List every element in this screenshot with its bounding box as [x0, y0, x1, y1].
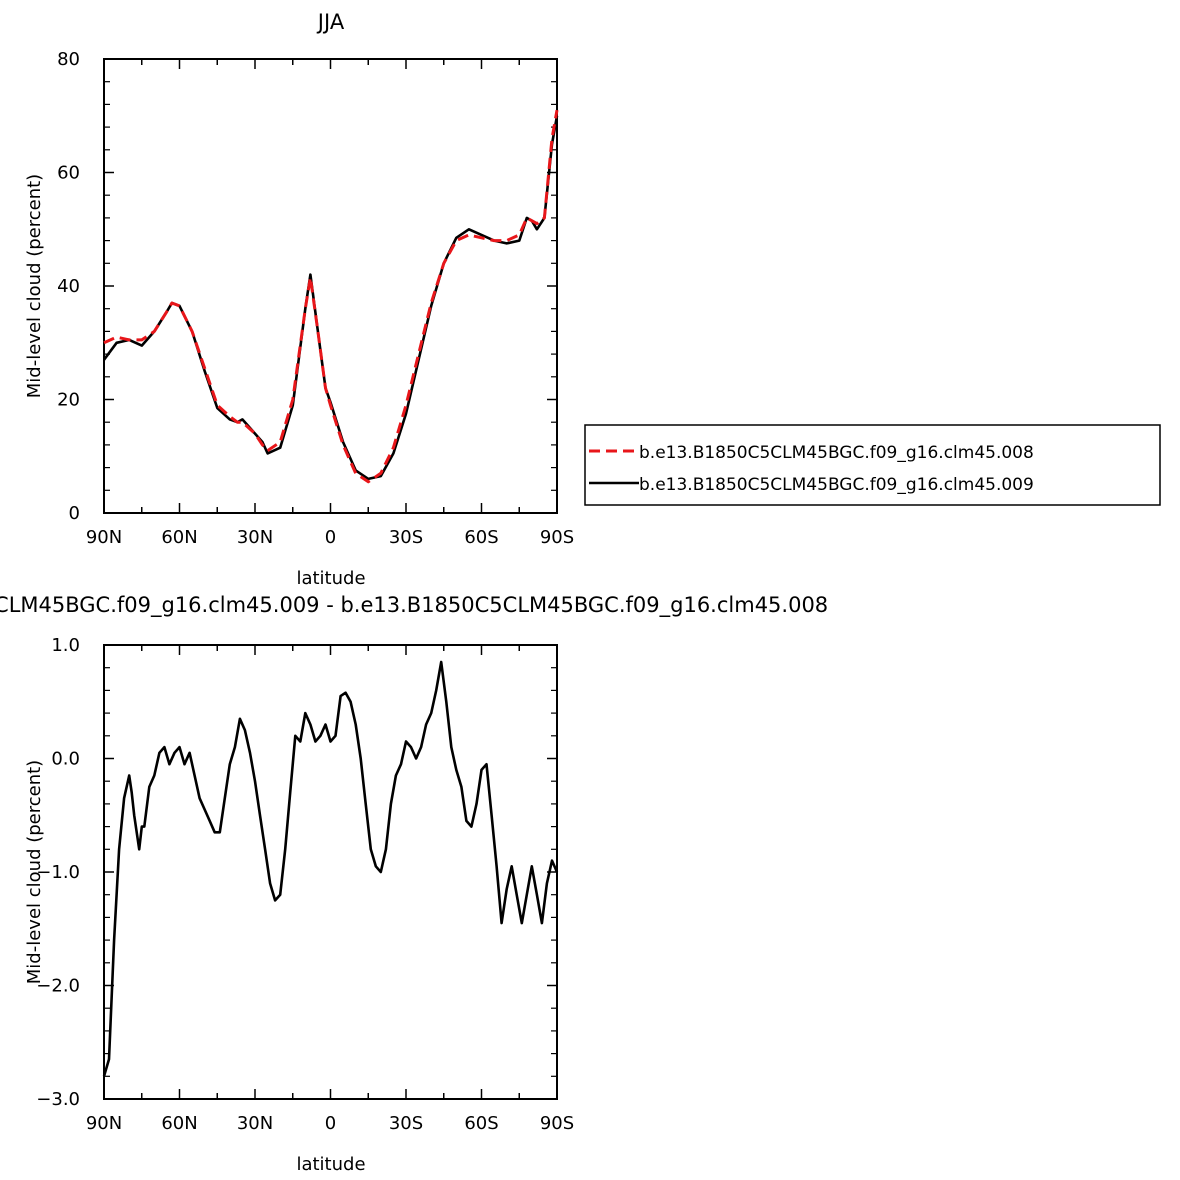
- x-tick-label: 90N: [86, 1113, 122, 1134]
- x-tick-label: 90S: [540, 527, 574, 548]
- x-tick-label: 30N: [237, 527, 273, 548]
- bottom-x-axis-label: latitude: [296, 1154, 365, 1175]
- y-tick-label: 1.0: [51, 635, 80, 656]
- x-tick-label: 90S: [540, 1113, 574, 1134]
- y-tick-label: 0.0: [51, 749, 80, 770]
- top-x-axis-label: latitude: [296, 568, 365, 589]
- legend-box: [584, 424, 1161, 506]
- y-tick-label: 0: [69, 503, 80, 524]
- x-tick-label: 0: [325, 1113, 336, 1134]
- legend: b.e13.B1850C5CLM45BGC.f09_g16.clm45.008 …: [584, 424, 1161, 506]
- top-chart-title: JJA: [316, 10, 345, 34]
- series-line-1: [103, 109, 559, 484]
- x-tick-label: 60S: [464, 1113, 498, 1134]
- top-panel: JJA 90N 60N 30N 0 30S 60S 90S 0 20 40 60 80 latitud…: [24, 10, 574, 589]
- y-tick-label: 40: [57, 276, 80, 297]
- legend-label-series-1: b.e13.B1850C5CLM45BGC.f09_g16.clm45.008: [639, 443, 1034, 463]
- y-tick-label: 80: [57, 49, 80, 70]
- x-tick-label: 60N: [161, 527, 197, 548]
- top-series-lines: [102, 109, 559, 484]
- bottom-chart-title: b.e13.B1850C5CLM45BGC.f09_g16.clm45.009 …: [0, 593, 828, 618]
- y-tick-label: −1.0: [36, 862, 80, 883]
- bottom-panel: b.e13.B1850C5CLM45BGC.f09_g16.clm45.009 …: [0, 593, 828, 1175]
- bottom-plot-frame: [103, 644, 558, 1100]
- top-y-axis-label: Mid-level cloud (percent): [24, 174, 45, 398]
- x-tick-label: 0: [325, 527, 336, 548]
- bottom-series-lines: [102, 660, 559, 1077]
- legend-label-series-2: b.e13.B1850C5CLM45BGC.f09_g16.clm45.009: [639, 475, 1034, 495]
- top-plot-frame: [103, 58, 558, 514]
- y-tick-label: 60: [57, 163, 80, 184]
- bottom-axis-ticks: 90N 60N 30N 0 30S 60S 90S 1.0 0.0 −1.0 −2.0 −3.0: [36, 635, 574, 1134]
- x-tick-label: 60N: [161, 1113, 197, 1134]
- series-line-1: [102, 660, 559, 1077]
- x-tick-label: 30N: [237, 1113, 273, 1134]
- top-axis-ticks: 90N 60N 30N 0 30S 60S 90S 0 20 40 60 80: [57, 49, 574, 548]
- x-tick-label: 30S: [389, 527, 423, 548]
- x-tick-label: 60S: [464, 527, 498, 548]
- series-line-2: [102, 115, 559, 481]
- y-tick-label: −3.0: [36, 1089, 80, 1110]
- bottom-y-axis-label: Mid-level cloud (percent): [24, 760, 45, 984]
- y-tick-label: 20: [57, 390, 80, 411]
- y-tick-label: −2.0: [36, 976, 80, 997]
- x-tick-label: 90N: [86, 527, 122, 548]
- x-tick-label: 30S: [389, 1113, 423, 1134]
